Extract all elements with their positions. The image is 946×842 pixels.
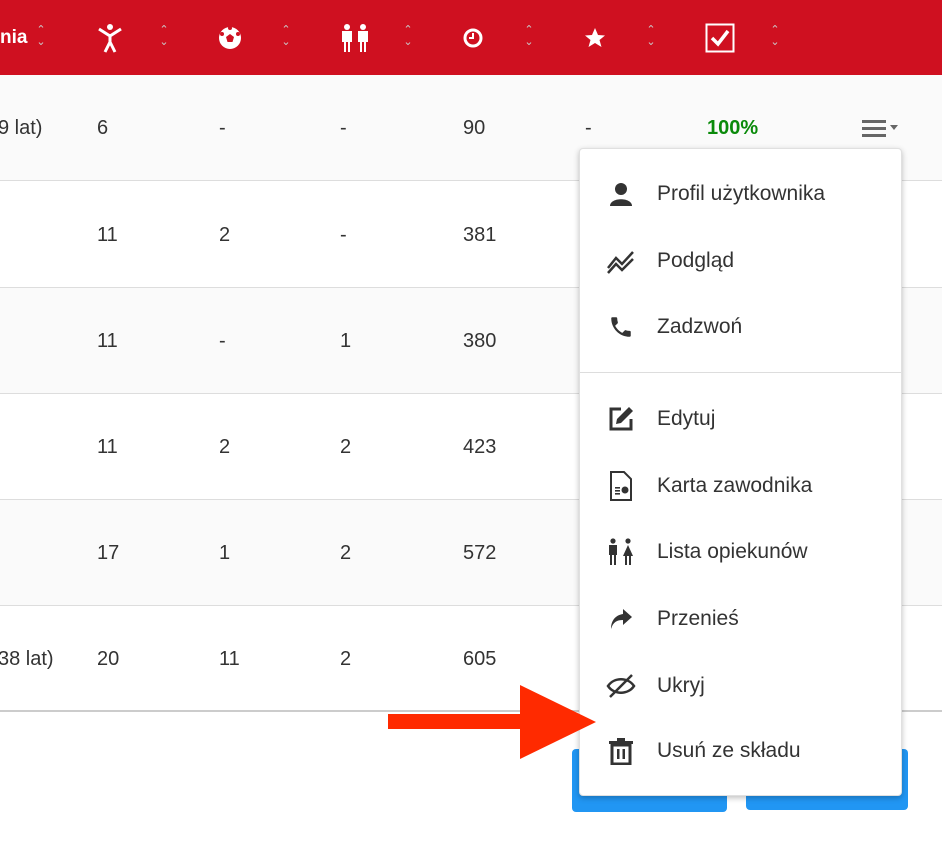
row-context-menu: Profil użytkownika Podgląd Zadzwoń Edytu… <box>579 148 902 796</box>
cell: 2 <box>340 541 352 564</box>
cell: 1 <box>219 541 231 564</box>
cell: 6 <box>97 116 109 139</box>
sort-icon[interactable]: ⌃ ⌄ <box>524 24 534 48</box>
cell: 1 <box>340 329 352 352</box>
menu-item-call[interactable]: Zadzwoń <box>580 302 901 352</box>
cell: - <box>219 329 226 352</box>
soccer-ball-icon[interactable] <box>217 22 243 54</box>
eye-off-icon <box>606 671 636 701</box>
menu-divider <box>580 372 901 373</box>
player-name-cell[interactable]: 9 lat) <box>0 116 43 139</box>
phone-icon <box>606 312 636 342</box>
cell: 381 <box>463 223 497 246</box>
sort-icon[interactable]: ⌃ ⌄ <box>646 24 656 48</box>
checkbox-icon[interactable] <box>705 22 735 54</box>
cell: 11 <box>219 647 240 670</box>
menu-item-preview[interactable]: Podgląd <box>580 236 901 286</box>
cell: 2 <box>219 435 231 458</box>
cell: 2 <box>340 647 352 670</box>
attendance-percent: 100% <box>707 116 759 139</box>
guardians-icon[interactable] <box>339 22 371 54</box>
person-icon[interactable] <box>97 22 123 54</box>
annotation-arrow-icon <box>388 685 596 759</box>
menu-item-guardians[interactable]: Lista opiekunów <box>580 527 901 577</box>
cell: 20 <box>97 647 120 670</box>
clock-icon[interactable] <box>462 22 484 54</box>
hamburger-dropdown-icon <box>862 120 898 137</box>
cell: 572 <box>463 541 497 564</box>
sort-icon[interactable]: ⌃ ⌄ <box>36 24 46 48</box>
sort-icon[interactable]: ⌃ ⌄ <box>281 24 291 48</box>
cell: 380 <box>463 329 497 352</box>
share-arrow-icon <box>606 604 636 634</box>
cell: 11 <box>97 435 118 458</box>
player-name-cell[interactable]: 38 lat) <box>0 647 54 670</box>
cell: 17 <box>97 541 120 564</box>
column-header-name[interactable]: nia <box>0 27 28 48</box>
cell: 2 <box>340 435 352 458</box>
sort-icon[interactable]: ⌃ ⌄ <box>159 24 169 48</box>
cell: 11 <box>97 223 118 246</box>
user-icon <box>606 179 636 209</box>
cell: 2 <box>219 223 231 246</box>
row-menu-button[interactable] <box>860 118 904 140</box>
cell: - <box>585 116 592 139</box>
menu-item-hide[interactable]: Ukryj <box>580 661 901 711</box>
file-chart-icon <box>606 471 636 501</box>
table-row: 11 2 2 423 <box>0 394 942 500</box>
star-icon[interactable] <box>583 22 607 54</box>
menu-item-move[interactable]: Przenieś <box>580 594 901 644</box>
cell: - <box>340 223 347 246</box>
menu-item-edit[interactable]: Edytuj <box>580 394 901 444</box>
trash-icon <box>606 736 636 766</box>
table-row: 11 2 - 381 <box>0 182 942 288</box>
cell: 90 <box>463 116 486 139</box>
edit-icon <box>606 404 636 434</box>
cell: - <box>340 116 347 139</box>
menu-item-remove-from-squad[interactable]: Usuń ze składu <box>580 726 901 776</box>
cell: 11 <box>97 329 118 352</box>
table-row: 38 lat) 20 11 2 605 <box>0 606 942 712</box>
menu-item-profile[interactable]: Profil użytkownika <box>580 169 901 219</box>
table-row: 9 lat) 6 - - 90 - 100% <box>0 75 942 181</box>
chart-line-icon <box>606 246 636 276</box>
sort-icon[interactable]: ⌃ ⌄ <box>403 24 413 48</box>
cell: - <box>219 116 226 139</box>
guardians-icon <box>606 537 636 567</box>
cell: 423 <box>463 435 497 458</box>
table-header: nia ⌃ ⌄ ⌃ ⌄ ⌃ ⌄ ⌃ ⌄ ⌃ ⌄ ⌃ ⌄ ⌃ ⌄ <box>0 0 942 75</box>
menu-item-player-card[interactable]: Karta zawodnika <box>580 461 901 511</box>
sort-icon[interactable]: ⌃ ⌄ <box>770 24 780 48</box>
cell: 605 <box>463 647 497 670</box>
